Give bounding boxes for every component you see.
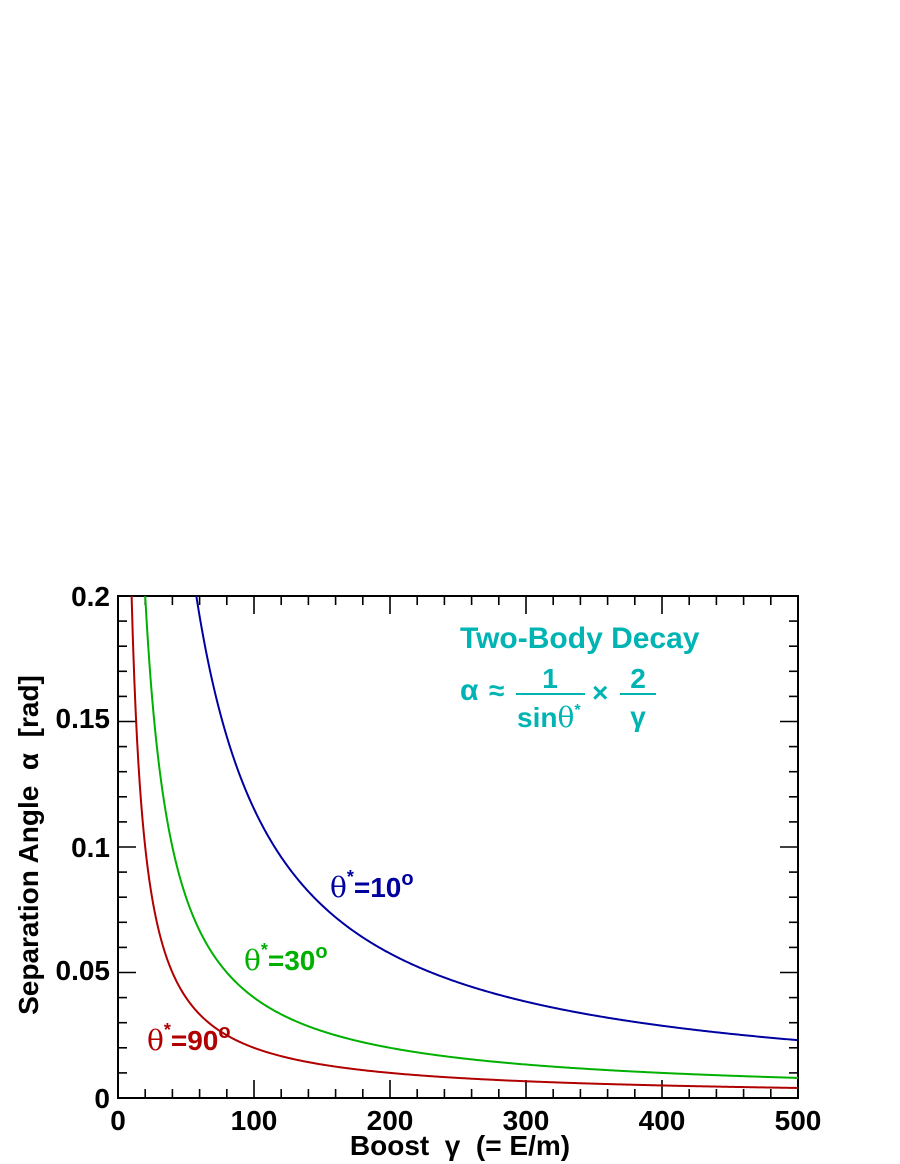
star-superscript: * [164, 1020, 171, 1040]
star-superscript: * [347, 867, 354, 887]
y-tick-label: 0.1 [71, 832, 110, 863]
x-tick-label: 200 [367, 1105, 414, 1136]
y-axis-title: Separation Angle α [rad] [13, 675, 44, 1015]
theta-symbol: θ [244, 944, 261, 977]
sin-text: sin [517, 702, 557, 733]
degree-superscript: o [401, 868, 413, 890]
x-tick-label: 400 [639, 1105, 686, 1136]
x-tick-label: 500 [775, 1105, 822, 1136]
y-tick-label: 0.2 [71, 581, 110, 612]
curve-label-value: =90 [171, 1025, 219, 1056]
x-axis-title: Boost γ (= E/m) [350, 1130, 570, 1161]
times-symbol: × [592, 677, 608, 708]
axis-ticks [117, 595, 799, 1099]
fraction2-denominator: γ [630, 701, 646, 732]
y-tick-labels: 0 0.05 0.1 0.15 0.2 [56, 581, 111, 1114]
curve-label-value: =10 [354, 872, 402, 903]
star-superscript: * [574, 702, 581, 719]
fraction2-numerator: 2 [630, 663, 646, 694]
x-tick-label: 300 [503, 1105, 550, 1136]
curve-label-30: θ*=30o [244, 940, 328, 977]
fraction1-denominator: sinθ* [517, 701, 581, 734]
y-tick-label: 0.05 [56, 955, 111, 986]
curve-label-90: θ*=90o [147, 1020, 231, 1057]
curve-label-value: =30 [268, 945, 316, 976]
x-tick-label: 0 [110, 1105, 126, 1136]
curves [130, 595, 799, 1089]
x-tick-label: 100 [231, 1105, 278, 1136]
degree-superscript: o [218, 1021, 230, 1043]
series-line-theta-10 [195, 595, 798, 1042]
theta-symbol: θ [557, 701, 574, 734]
approx-symbol: ≈ [489, 675, 504, 706]
curve-label-10: θ*=10o [330, 867, 414, 904]
theta-symbol: θ [147, 1024, 164, 1057]
star-superscript: * [261, 940, 268, 960]
y-tick-label: 0 [94, 1083, 110, 1114]
degree-superscript: o [315, 941, 327, 963]
series-line-theta-90 [130, 595, 799, 1089]
y-tick-label: 0.15 [56, 703, 111, 734]
formula-annotation: Two-Body Decay α ≈ 1 sinθ* × 2 γ [460, 622, 700, 734]
fraction1-numerator: 1 [542, 663, 558, 694]
series-line-theta-30 [144, 595, 799, 1079]
annotation-title: Two-Body Decay [460, 622, 700, 655]
theta-symbol: θ [330, 871, 347, 904]
alpha-symbol: α [460, 674, 479, 707]
x-tick-labels: 0 100 200 300 400 500 [110, 1105, 821, 1136]
